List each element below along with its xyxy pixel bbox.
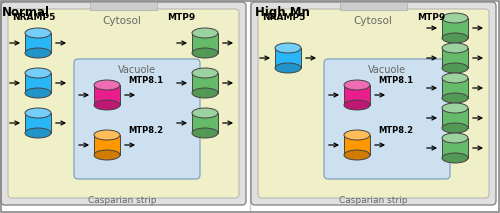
FancyBboxPatch shape xyxy=(8,9,239,198)
Bar xyxy=(94,135,120,155)
Ellipse shape xyxy=(94,80,120,90)
Ellipse shape xyxy=(25,108,51,118)
Ellipse shape xyxy=(442,63,468,73)
Ellipse shape xyxy=(192,128,218,138)
Ellipse shape xyxy=(94,150,120,160)
Bar xyxy=(344,85,370,105)
Text: Normal: Normal xyxy=(2,6,50,19)
Ellipse shape xyxy=(442,73,468,83)
Ellipse shape xyxy=(442,93,468,103)
Text: Casparian strip: Casparian strip xyxy=(339,196,407,205)
Ellipse shape xyxy=(25,128,51,138)
Text: High Mn: High Mn xyxy=(255,6,310,19)
Bar xyxy=(192,73,218,93)
Bar xyxy=(344,135,370,155)
Ellipse shape xyxy=(192,88,218,98)
Text: Casparian strip: Casparian strip xyxy=(88,196,156,205)
FancyBboxPatch shape xyxy=(74,59,200,179)
Bar xyxy=(90,2,156,10)
Ellipse shape xyxy=(442,43,468,53)
Ellipse shape xyxy=(344,150,370,160)
Ellipse shape xyxy=(442,103,468,113)
Ellipse shape xyxy=(192,28,218,38)
Ellipse shape xyxy=(344,130,370,140)
Ellipse shape xyxy=(442,153,468,163)
Ellipse shape xyxy=(25,88,51,98)
Bar xyxy=(442,48,468,68)
Text: Vacuole: Vacuole xyxy=(368,65,406,75)
Ellipse shape xyxy=(275,43,301,53)
Ellipse shape xyxy=(192,68,218,78)
Ellipse shape xyxy=(192,108,218,118)
Ellipse shape xyxy=(442,123,468,133)
Bar xyxy=(442,78,468,98)
Text: MTP8.1: MTP8.1 xyxy=(378,76,413,85)
Ellipse shape xyxy=(25,28,51,38)
Ellipse shape xyxy=(344,100,370,110)
Bar xyxy=(340,2,406,10)
Ellipse shape xyxy=(442,33,468,43)
Bar xyxy=(192,113,218,133)
Text: MTP9: MTP9 xyxy=(417,13,445,22)
Bar xyxy=(192,33,218,53)
Text: MTP8.1: MTP8.1 xyxy=(128,76,163,85)
Ellipse shape xyxy=(94,100,120,110)
Text: Cytosol: Cytosol xyxy=(354,16,393,26)
Text: MTP9: MTP9 xyxy=(167,13,195,22)
FancyBboxPatch shape xyxy=(1,2,246,205)
Ellipse shape xyxy=(94,130,120,140)
Bar xyxy=(442,108,468,128)
Ellipse shape xyxy=(25,68,51,78)
Ellipse shape xyxy=(344,80,370,90)
Ellipse shape xyxy=(192,48,218,58)
Text: NRAMP5: NRAMP5 xyxy=(262,13,306,22)
Text: MTP8.2: MTP8.2 xyxy=(378,126,413,135)
Bar xyxy=(25,73,51,93)
FancyBboxPatch shape xyxy=(258,9,489,198)
Ellipse shape xyxy=(442,133,468,143)
Text: Vacuole: Vacuole xyxy=(118,65,156,75)
Text: MTP8.2: MTP8.2 xyxy=(128,126,163,135)
Ellipse shape xyxy=(25,48,51,58)
Text: Cytosol: Cytosol xyxy=(102,16,142,26)
Bar xyxy=(25,113,51,133)
Bar xyxy=(25,33,51,53)
Bar xyxy=(275,48,301,68)
Text: NRAMP5: NRAMP5 xyxy=(12,13,56,22)
Bar xyxy=(442,138,468,158)
Ellipse shape xyxy=(275,63,301,73)
FancyBboxPatch shape xyxy=(324,59,450,179)
Ellipse shape xyxy=(442,13,468,23)
FancyBboxPatch shape xyxy=(251,2,496,205)
Bar xyxy=(442,18,468,38)
Bar xyxy=(94,85,120,105)
